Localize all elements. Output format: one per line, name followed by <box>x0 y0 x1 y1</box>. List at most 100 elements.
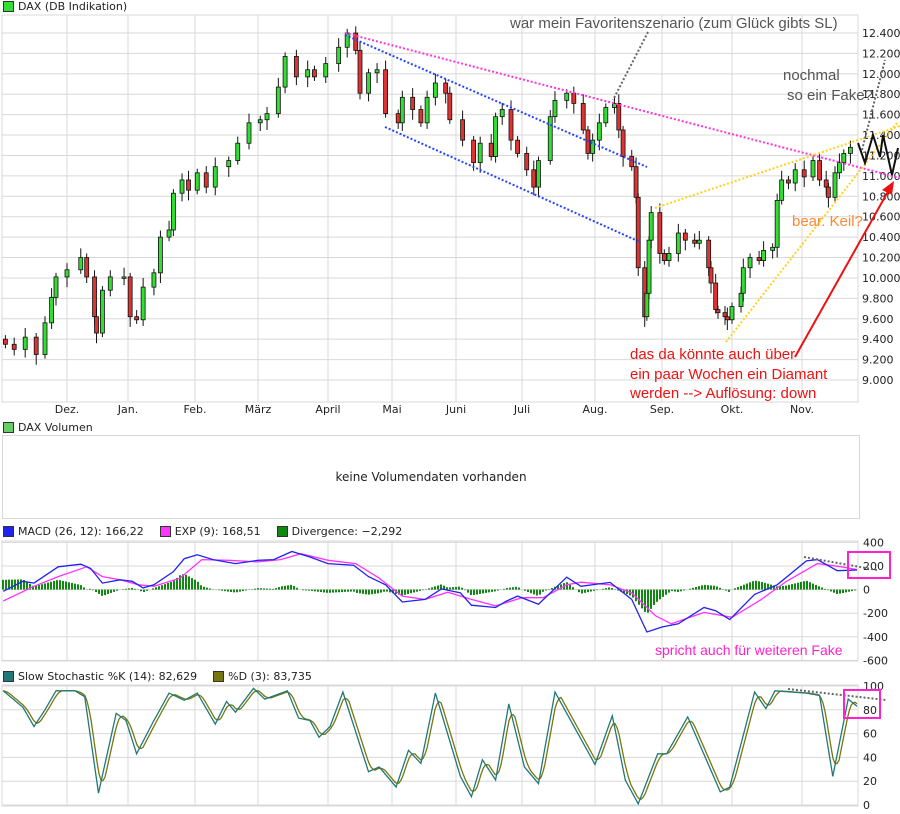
macd-legend-label: MACD (26, 12): 166,22 <box>18 525 144 538</box>
candle-body <box>696 239 702 244</box>
divergence-bar <box>155 587 157 590</box>
candle-body <box>282 56 288 88</box>
divergence-bar <box>791 584 793 590</box>
divergence-bar <box>74 583 76 590</box>
divergence-bar <box>803 581 805 590</box>
divergence-bar <box>14 579 16 590</box>
divergence-bar <box>752 581 754 590</box>
candle-body <box>432 82 438 98</box>
divergence-bar <box>164 584 166 590</box>
y-tick-label: 9.400 <box>862 333 894 346</box>
candle-body <box>374 69 380 74</box>
divergence-bar <box>545 589 547 591</box>
candle-body <box>564 92 570 101</box>
candle-body <box>424 96 430 124</box>
candle-body <box>756 257 762 261</box>
candle-body <box>323 63 329 78</box>
divergence-bar <box>482 589 484 594</box>
divergence-bar <box>830 589 832 592</box>
divergence-bar <box>143 589 145 593</box>
stoch-legend: Slow Stochastic %K (14): 82,629 %D (3): … <box>3 670 312 683</box>
divergence-bar <box>110 589 112 593</box>
divergence-bar <box>311 589 313 591</box>
legend-swatch-d <box>213 671 225 682</box>
x-tick-label: Juni <box>445 403 466 416</box>
candle-body <box>666 253 672 261</box>
candle-body <box>134 316 140 321</box>
divergence-bar <box>680 589 682 592</box>
candle-body <box>344 32 350 48</box>
divergence-bar <box>617 589 619 591</box>
candle-body <box>460 119 466 141</box>
divergence-bar <box>29 583 31 590</box>
y-tick-label: 12.000 <box>862 68 900 81</box>
divergence-bar <box>254 588 256 590</box>
candle-body <box>657 212 663 254</box>
candle-body <box>151 272 157 288</box>
divergence-bar <box>221 589 223 591</box>
divergence-bar <box>695 587 697 590</box>
divergence-bar <box>773 585 775 590</box>
divergence-bar <box>44 583 46 590</box>
candle-body <box>552 99 558 118</box>
divergence-bar <box>578 589 580 593</box>
macd-legend: MACD (26, 12): 166,22 EXP (9): 168,51 Di… <box>3 525 402 538</box>
divergence-bar <box>95 589 97 593</box>
divergence-bar <box>455 586 457 590</box>
x-tick-label: Mai <box>382 403 401 416</box>
divergence-bar <box>53 580 55 590</box>
candle-body <box>127 276 133 318</box>
divergence-bar <box>386 589 388 592</box>
candle-body <box>194 172 200 191</box>
candle-body <box>779 179 785 201</box>
divergence-bar <box>98 589 100 594</box>
candle-body <box>706 239 712 269</box>
divergence-bar <box>536 589 538 596</box>
divergence-bar <box>587 589 589 593</box>
divergence-bar <box>713 585 715 590</box>
candle-body <box>801 169 807 178</box>
divergence-bar <box>602 588 604 590</box>
divergence-bar <box>314 589 316 592</box>
divergence-bar <box>197 581 199 590</box>
candle-body <box>84 257 90 278</box>
candle-body <box>493 116 499 157</box>
divergence-bar <box>704 584 706 590</box>
annotation-bear-keil: bear. Keil? <box>792 213 863 230</box>
divergence-bar <box>194 579 196 590</box>
divergence-bar <box>341 589 343 593</box>
candle-body <box>810 160 816 178</box>
divergence-bar <box>635 589 637 602</box>
divergence-bar <box>848 589 850 592</box>
candle-body <box>635 196 641 269</box>
candle-body <box>418 109 424 124</box>
divergence-bar <box>533 589 535 595</box>
candle-body <box>644 292 650 318</box>
divergence-bar <box>815 584 817 590</box>
y-tick-label: 9.800 <box>862 292 894 305</box>
divergence-bar <box>746 583 748 590</box>
candle-body <box>226 160 232 168</box>
candle-body <box>305 69 311 78</box>
divergence-bar <box>845 589 847 593</box>
divergence-bar <box>470 589 472 596</box>
divergence-bar <box>134 588 136 590</box>
candle-body <box>383 69 389 115</box>
divergence-bar <box>719 587 721 590</box>
divergence-bar <box>359 589 361 594</box>
candle-body <box>3 338 8 345</box>
candle-body <box>275 86 281 115</box>
annotation-favorite: war mein Favoritenszenario (zum Glück gi… <box>510 15 838 32</box>
divergence-bar <box>332 589 334 593</box>
stoch-y-tick-label: 80 <box>863 704 877 717</box>
candle-body <box>53 276 59 298</box>
divergence-bar <box>185 574 187 590</box>
macd-y-tick-label: 400 <box>863 536 884 549</box>
candle-body <box>786 179 791 184</box>
divergence-bar <box>590 589 592 592</box>
divergence-bar <box>20 579 22 590</box>
y-tick-label: 11.400 <box>862 129 900 142</box>
candle-body <box>841 153 847 164</box>
candlestick-series <box>3 26 853 365</box>
divergence-bar <box>443 585 445 590</box>
